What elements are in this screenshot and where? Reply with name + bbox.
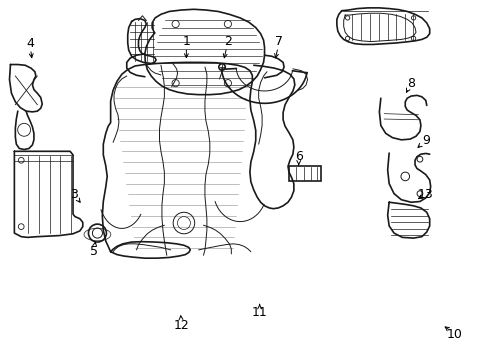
Text: 13: 13 [418, 188, 434, 201]
Text: 11: 11 [252, 306, 268, 319]
Text: 6: 6 [295, 150, 303, 163]
Text: 2: 2 [224, 35, 232, 49]
Text: 12: 12 [173, 319, 189, 332]
Text: 5: 5 [90, 245, 98, 258]
Text: 1: 1 [182, 35, 190, 49]
Text: 9: 9 [422, 134, 430, 147]
Text: 7: 7 [275, 35, 283, 49]
Text: 8: 8 [407, 77, 415, 90]
Text: 3: 3 [70, 188, 78, 201]
Text: 10: 10 [447, 328, 463, 341]
Bar [289, 166, 321, 181]
Text: 4: 4 [26, 37, 34, 50]
